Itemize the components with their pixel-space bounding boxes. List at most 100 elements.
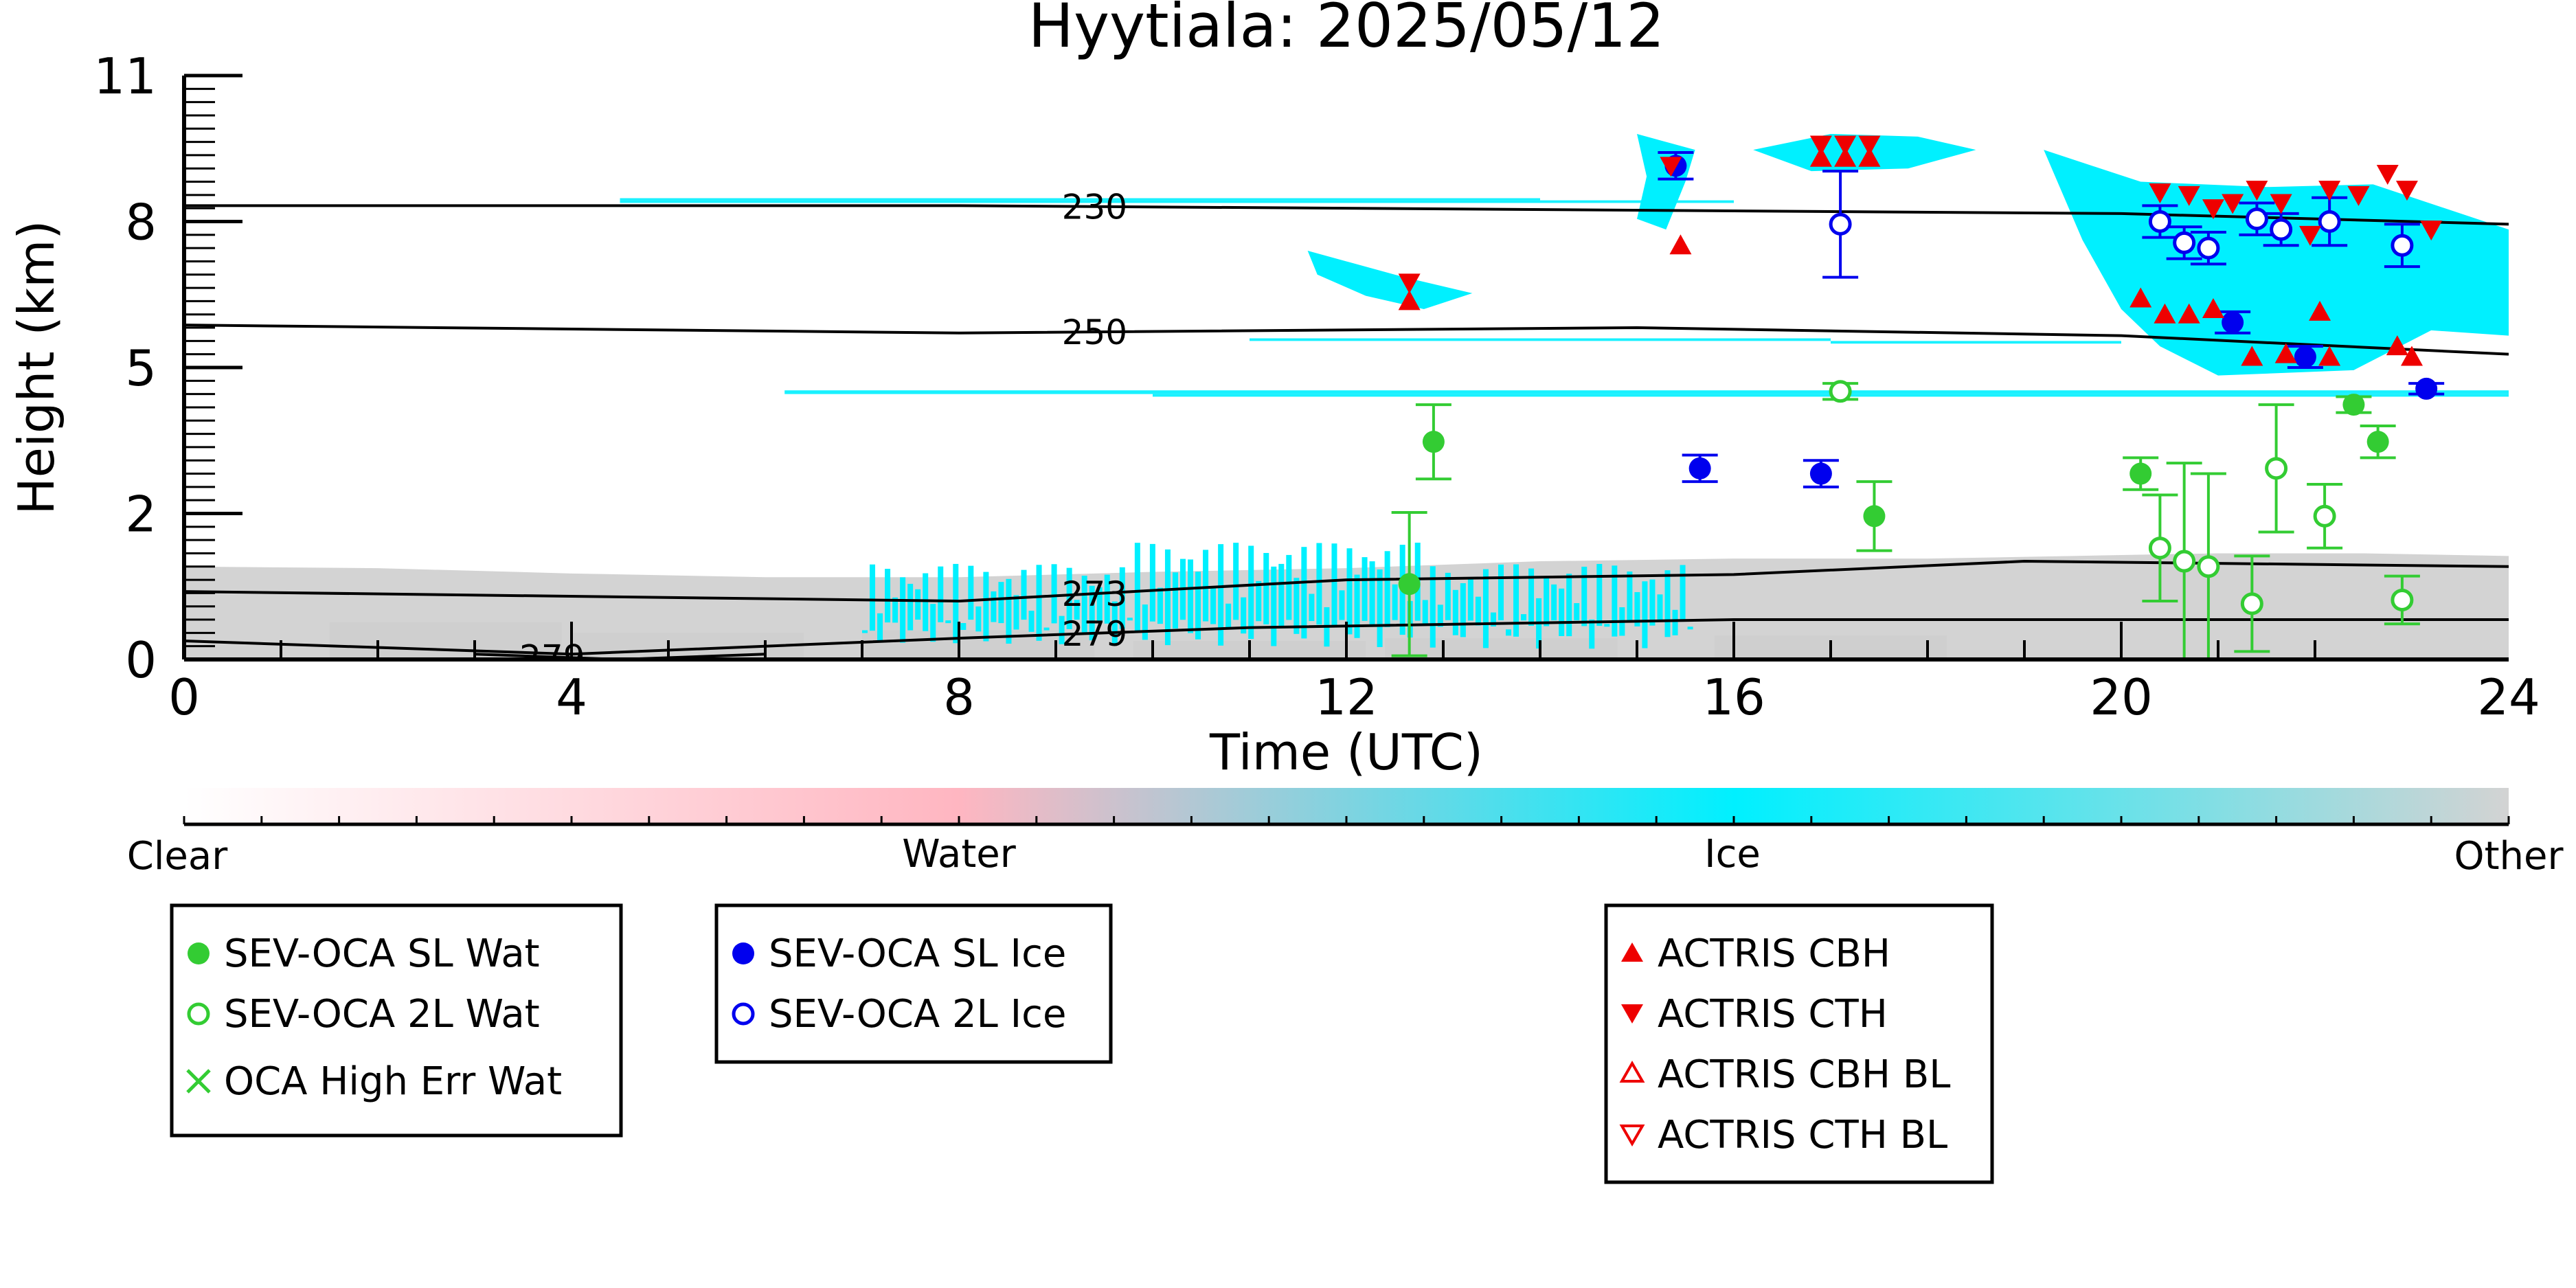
ice-streak: [1506, 629, 1512, 636]
ice-streak: [998, 582, 1004, 624]
ice-streak: [1551, 584, 1557, 621]
ice-streak: [1559, 588, 1565, 636]
ice-streak: [1309, 594, 1315, 622]
x-tick-label: 16: [1702, 668, 1765, 726]
data-point: [1809, 135, 1832, 156]
data-point: [2154, 303, 2176, 324]
ice-streak: [1316, 543, 1322, 625]
legend-cbh-marker: [1621, 942, 1643, 962]
data-point: [2313, 504, 2336, 528]
y-tick-label: 0: [125, 631, 157, 689]
data-point: [2178, 185, 2200, 206]
ice-streak: [870, 564, 876, 631]
ice-streak: [1188, 559, 1194, 633]
x-tick-label: 24: [2477, 668, 2540, 726]
ice-layer: [1250, 338, 1831, 341]
legend-cth-bl-label: ACTRIS CTH BL: [1658, 1113, 1947, 1157]
ice-streak: [1286, 554, 1292, 620]
data-point: [1398, 290, 1421, 310]
data-point: [2294, 346, 2316, 368]
ice-streak: [1271, 566, 1277, 646]
legend-actris: ACTRIS CBH ACTRIS CTH ACTRIS CBH BL ACTR…: [1604, 903, 1994, 1184]
y-tick-label: 8: [125, 194, 157, 251]
ice-layer: [620, 200, 1734, 203]
legend-sl-ice-marker: [732, 942, 754, 964]
data-point: [1660, 157, 1682, 177]
data-point: [1858, 135, 1881, 156]
ice-streak: [1672, 609, 1678, 635]
ice-streak: [1142, 605, 1148, 640]
legend-water: SEV-OCA SL Wat SEV-OCA 2L Wat OCA High E…: [170, 903, 623, 1138]
data-point: [1834, 135, 1857, 156]
ice-cloud: [1307, 251, 1473, 309]
legend-high-err-label: OCA High Err Wat: [224, 1059, 562, 1104]
ice-streak: [1460, 583, 1466, 637]
data-point: [1688, 457, 1711, 479]
legend-2l-ice-label: SEV-OCA 2L Ice: [769, 992, 1066, 1037]
ice-streak: [1339, 590, 1345, 620]
legend-high-err-marker: [186, 1069, 211, 1094]
ice-streak: [1233, 543, 1239, 620]
legend-cbh-bl-marker: [1619, 1060, 1645, 1083]
ice-streak: [991, 591, 997, 622]
ice-streak: [1059, 615, 1065, 644]
ice-streak: [1437, 605, 1443, 627]
ice-streak: [1028, 611, 1035, 632]
data-point: [2197, 555, 2220, 578]
contour-label: 279: [519, 637, 585, 677]
x-tick-label: 0: [168, 668, 200, 726]
ice-streak: [1664, 570, 1671, 637]
ice-streak: [1111, 601, 1118, 645]
retrieval-markers: [1391, 135, 2445, 661]
ice-streak: [1482, 569, 1489, 648]
ice-streak: [1452, 589, 1458, 635]
ice-streak: [1104, 574, 1110, 624]
legend-ice: SEV-OCA SL Ice SEV-OCA 2L Ice: [714, 903, 1113, 1064]
ice-streak: [1089, 585, 1095, 641]
ice-streak: [968, 565, 974, 620]
ice-layer: [784, 390, 2509, 394]
data-point: [2245, 207, 2268, 231]
chart-title: Hyytiala: 2025/05/12: [1028, 0, 1664, 61]
ice-streak: [1392, 584, 1398, 620]
ice-streak: [1036, 565, 1042, 641]
contour-279: [474, 653, 766, 659]
ice-streak: [900, 577, 906, 643]
data-point: [2241, 346, 2263, 366]
ice-streak: [885, 569, 891, 623]
legend-cbh-bl-label: ACTRIS CBH BL: [1658, 1052, 1950, 1097]
data-point: [1422, 431, 1445, 453]
data-point: [2318, 181, 2341, 201]
colorbar-label-water: Water: [902, 832, 1017, 877]
ice-streak: [945, 620, 951, 624]
ice-streak: [907, 583, 914, 631]
ice-streak: [1172, 572, 1178, 629]
data-point: [2395, 181, 2418, 201]
colorbar-label-other: Other: [2454, 834, 2564, 879]
ice-streak: [938, 566, 944, 622]
data-point: [1398, 273, 1421, 294]
ice-streak: [1021, 569, 1027, 620]
data-point: [2265, 457, 2288, 480]
ice-streak: [975, 606, 982, 632]
x-tick-label: 12: [1315, 668, 1378, 726]
data-point: [2415, 377, 2438, 400]
ice-streak: [1528, 568, 1535, 626]
ice-streak: [1256, 580, 1262, 622]
data-point: [2318, 210, 2341, 233]
ice-streak: [1490, 612, 1496, 626]
legend-cth-bl-marker: [1619, 1125, 1645, 1147]
data-point: [2222, 194, 2244, 214]
ice-streak: [1377, 569, 1383, 647]
ice-streak: [877, 613, 883, 642]
phase-colorbar: Clear Water Ice Other: [127, 788, 2564, 879]
data-point: [2401, 346, 2423, 366]
ice-streak: [1642, 581, 1648, 648]
y-tick-label: 11: [93, 47, 157, 105]
axes: 0 4 8 12 16 20 24 0 2 5 8 11: [93, 47, 2540, 726]
contour-279: [184, 618, 2509, 656]
data-point: [1829, 380, 1852, 403]
data-point: [2318, 346, 2341, 366]
ice-streak: [960, 623, 967, 631]
